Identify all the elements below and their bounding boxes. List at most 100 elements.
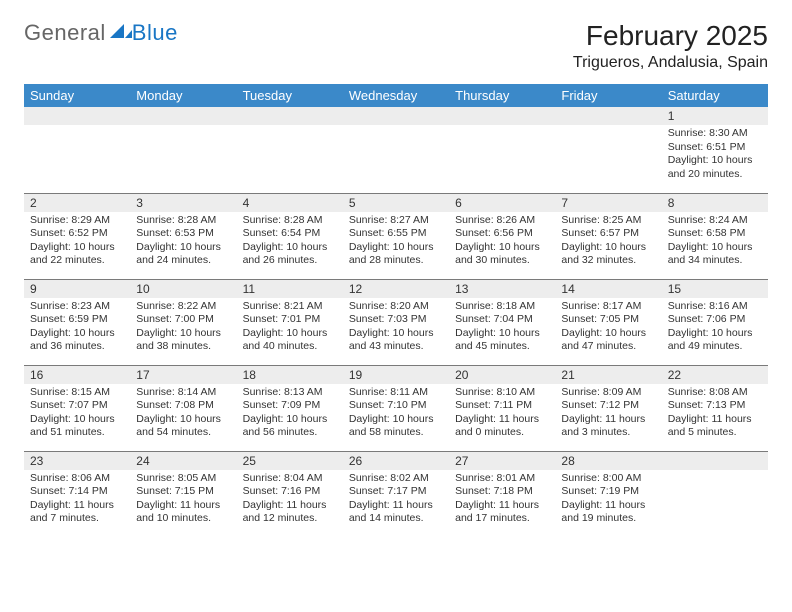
day-details: Sunrise: 8:00 AMSunset: 7:19 PMDaylight:… — [555, 470, 661, 531]
calendar-cell: 5Sunrise: 8:27 AMSunset: 6:55 PMDaylight… — [343, 193, 449, 279]
day-number: 9 — [24, 280, 130, 298]
day-number: 4 — [237, 194, 343, 212]
calendar-cell: 9Sunrise: 8:23 AMSunset: 6:59 PMDaylight… — [24, 279, 130, 365]
calendar-cell: 23Sunrise: 8:06 AMSunset: 7:14 PMDayligh… — [24, 451, 130, 537]
day-number — [237, 107, 343, 125]
calendar-cell — [130, 107, 236, 193]
calendar-cell — [449, 107, 555, 193]
calendar-cell: 8Sunrise: 8:24 AMSunset: 6:58 PMDaylight… — [662, 193, 768, 279]
day-header: Friday — [555, 84, 661, 107]
day-number: 15 — [662, 280, 768, 298]
calendar-cell: 15Sunrise: 8:16 AMSunset: 7:06 PMDayligh… — [662, 279, 768, 365]
day-number: 25 — [237, 452, 343, 470]
page-header: General Blue February 2025 Trigueros, An… — [24, 20, 768, 72]
day-number: 20 — [449, 366, 555, 384]
calendar-week-row: 2Sunrise: 8:29 AMSunset: 6:52 PMDaylight… — [24, 193, 768, 279]
day-header: Tuesday — [237, 84, 343, 107]
day-number — [555, 107, 661, 125]
brand-part1: General — [24, 20, 106, 46]
day-details: Sunrise: 8:25 AMSunset: 6:57 PMDaylight:… — [555, 212, 661, 273]
calendar-cell: 6Sunrise: 8:26 AMSunset: 6:56 PMDaylight… — [449, 193, 555, 279]
calendar-cell: 13Sunrise: 8:18 AMSunset: 7:04 PMDayligh… — [449, 279, 555, 365]
day-details: Sunrise: 8:14 AMSunset: 7:08 PMDaylight:… — [130, 384, 236, 445]
day-number: 6 — [449, 194, 555, 212]
calendar-cell: 26Sunrise: 8:02 AMSunset: 7:17 PMDayligh… — [343, 451, 449, 537]
day-details: Sunrise: 8:06 AMSunset: 7:14 PMDaylight:… — [24, 470, 130, 531]
day-number: 18 — [237, 366, 343, 384]
calendar-cell: 27Sunrise: 8:01 AMSunset: 7:18 PMDayligh… — [449, 451, 555, 537]
day-number: 26 — [343, 452, 449, 470]
day-number: 2 — [24, 194, 130, 212]
day-details: Sunrise: 8:28 AMSunset: 6:54 PMDaylight:… — [237, 212, 343, 273]
day-details: Sunrise: 8:24 AMSunset: 6:58 PMDaylight:… — [662, 212, 768, 273]
calendar-cell — [343, 107, 449, 193]
day-number: 11 — [237, 280, 343, 298]
day-number: 14 — [555, 280, 661, 298]
day-details: Sunrise: 8:04 AMSunset: 7:16 PMDaylight:… — [237, 470, 343, 531]
calendar-week-row: 16Sunrise: 8:15 AMSunset: 7:07 PMDayligh… — [24, 365, 768, 451]
day-details: Sunrise: 8:02 AMSunset: 7:17 PMDaylight:… — [343, 470, 449, 531]
day-details: Sunrise: 8:17 AMSunset: 7:05 PMDaylight:… — [555, 298, 661, 359]
day-number: 3 — [130, 194, 236, 212]
calendar-week-row: 9Sunrise: 8:23 AMSunset: 6:59 PMDaylight… — [24, 279, 768, 365]
calendar-cell — [237, 107, 343, 193]
day-number: 28 — [555, 452, 661, 470]
title-block: February 2025 Trigueros, Andalusia, Spai… — [573, 20, 768, 72]
calendar-week-row: 23Sunrise: 8:06 AMSunset: 7:14 PMDayligh… — [24, 451, 768, 537]
calendar-cell: 12Sunrise: 8:20 AMSunset: 7:03 PMDayligh… — [343, 279, 449, 365]
calendar-cell: 14Sunrise: 8:17 AMSunset: 7:05 PMDayligh… — [555, 279, 661, 365]
day-number: 5 — [343, 194, 449, 212]
day-header: Monday — [130, 84, 236, 107]
calendar-cell: 11Sunrise: 8:21 AMSunset: 7:01 PMDayligh… — [237, 279, 343, 365]
calendar-cell: 17Sunrise: 8:14 AMSunset: 7:08 PMDayligh… — [130, 365, 236, 451]
calendar-cell: 19Sunrise: 8:11 AMSunset: 7:10 PMDayligh… — [343, 365, 449, 451]
day-details: Sunrise: 8:10 AMSunset: 7:11 PMDaylight:… — [449, 384, 555, 445]
day-number: 19 — [343, 366, 449, 384]
day-details: Sunrise: 8:27 AMSunset: 6:55 PMDaylight:… — [343, 212, 449, 273]
day-number: 10 — [130, 280, 236, 298]
calendar-cell: 18Sunrise: 8:13 AMSunset: 7:09 PMDayligh… — [237, 365, 343, 451]
day-number — [343, 107, 449, 125]
day-number: 24 — [130, 452, 236, 470]
day-header-row: Sunday Monday Tuesday Wednesday Thursday… — [24, 84, 768, 107]
day-details: Sunrise: 8:23 AMSunset: 6:59 PMDaylight:… — [24, 298, 130, 359]
day-number: 1 — [662, 107, 768, 125]
calendar-cell: 25Sunrise: 8:04 AMSunset: 7:16 PMDayligh… — [237, 451, 343, 537]
calendar-cell: 3Sunrise: 8:28 AMSunset: 6:53 PMDaylight… — [130, 193, 236, 279]
day-details: Sunrise: 8:30 AMSunset: 6:51 PMDaylight:… — [662, 125, 768, 186]
day-number — [449, 107, 555, 125]
day-header: Thursday — [449, 84, 555, 107]
month-title: February 2025 — [573, 20, 768, 52]
day-details: Sunrise: 8:08 AMSunset: 7:13 PMDaylight:… — [662, 384, 768, 445]
day-details: Sunrise: 8:22 AMSunset: 7:00 PMDaylight:… — [130, 298, 236, 359]
day-details: Sunrise: 8:16 AMSunset: 7:06 PMDaylight:… — [662, 298, 768, 359]
brand-part2: Blue — [132, 20, 178, 46]
day-details: Sunrise: 8:21 AMSunset: 7:01 PMDaylight:… — [237, 298, 343, 359]
calendar-cell — [24, 107, 130, 193]
day-number: 12 — [343, 280, 449, 298]
day-details: Sunrise: 8:18 AMSunset: 7:04 PMDaylight:… — [449, 298, 555, 359]
calendar-cell: 21Sunrise: 8:09 AMSunset: 7:12 PMDayligh… — [555, 365, 661, 451]
calendar-cell: 2Sunrise: 8:29 AMSunset: 6:52 PMDaylight… — [24, 193, 130, 279]
day-number: 17 — [130, 366, 236, 384]
day-details: Sunrise: 8:01 AMSunset: 7:18 PMDaylight:… — [449, 470, 555, 531]
day-number: 23 — [24, 452, 130, 470]
calendar-cell: 24Sunrise: 8:05 AMSunset: 7:15 PMDayligh… — [130, 451, 236, 537]
day-header: Saturday — [662, 84, 768, 107]
day-details: Sunrise: 8:11 AMSunset: 7:10 PMDaylight:… — [343, 384, 449, 445]
day-header: Wednesday — [343, 84, 449, 107]
calendar-table: Sunday Monday Tuesday Wednesday Thursday… — [24, 84, 768, 537]
day-details: Sunrise: 8:29 AMSunset: 6:52 PMDaylight:… — [24, 212, 130, 273]
day-header: Sunday — [24, 84, 130, 107]
calendar-cell: 1Sunrise: 8:30 AMSunset: 6:51 PMDaylight… — [662, 107, 768, 193]
calendar-cell: 22Sunrise: 8:08 AMSunset: 7:13 PMDayligh… — [662, 365, 768, 451]
day-details: Sunrise: 8:09 AMSunset: 7:12 PMDaylight:… — [555, 384, 661, 445]
day-number — [130, 107, 236, 125]
calendar-cell: 4Sunrise: 8:28 AMSunset: 6:54 PMDaylight… — [237, 193, 343, 279]
day-number: 21 — [555, 366, 661, 384]
day-number: 16 — [24, 366, 130, 384]
day-number: 7 — [555, 194, 661, 212]
day-details: Sunrise: 8:15 AMSunset: 7:07 PMDaylight:… — [24, 384, 130, 445]
calendar-week-row: 1Sunrise: 8:30 AMSunset: 6:51 PMDaylight… — [24, 107, 768, 193]
day-details: Sunrise: 8:28 AMSunset: 6:53 PMDaylight:… — [130, 212, 236, 273]
